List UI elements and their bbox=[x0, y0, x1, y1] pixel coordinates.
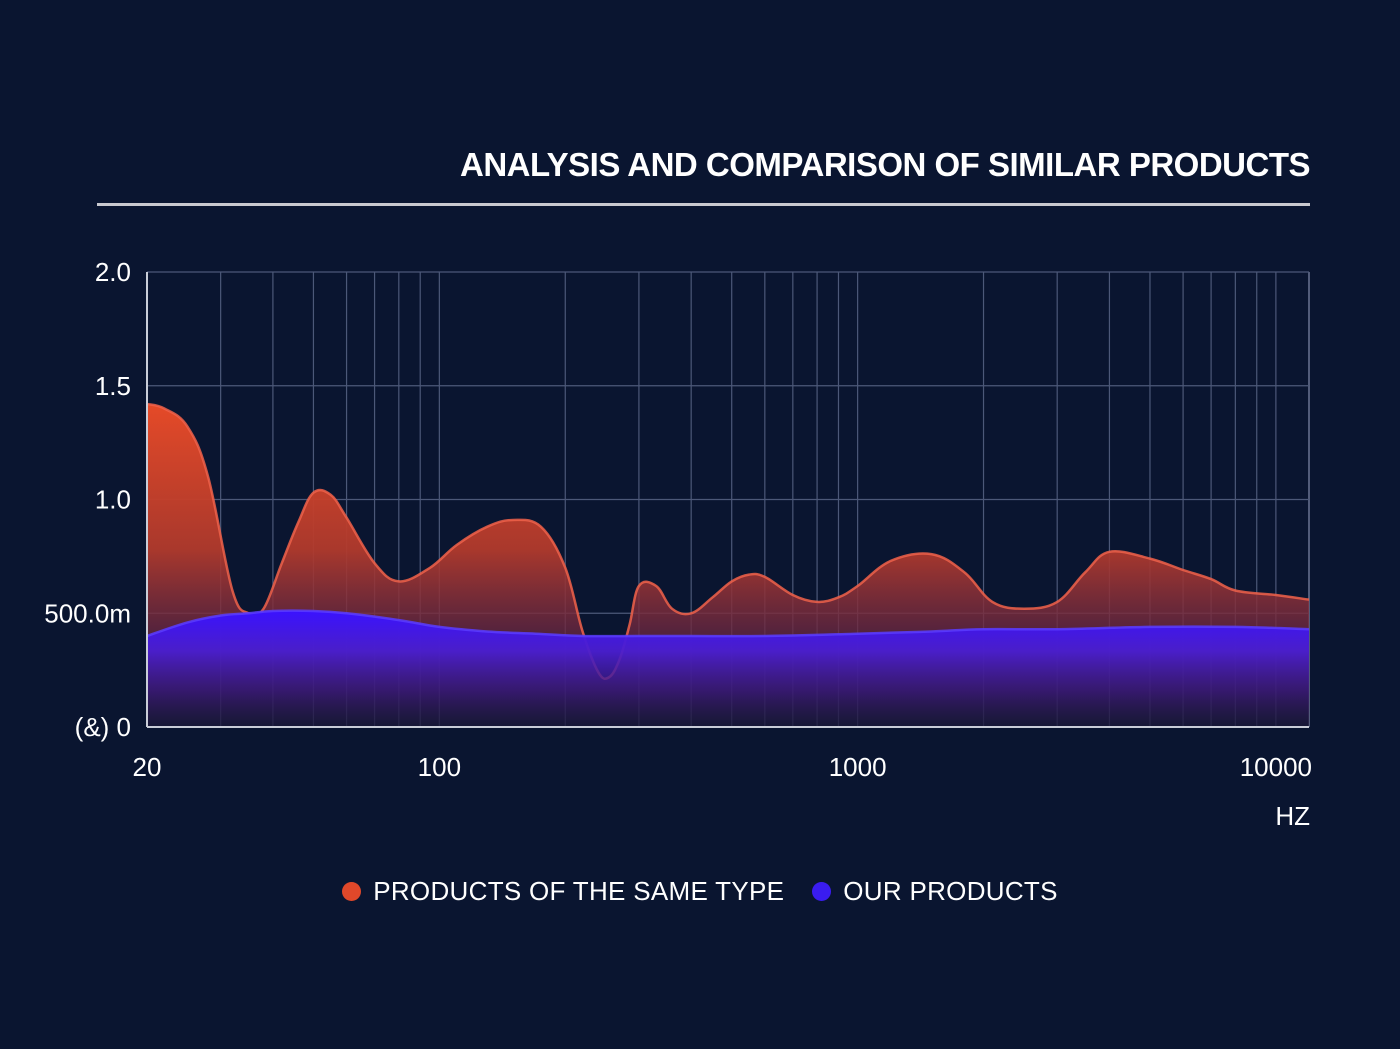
legend-item-our-products: OUR PRODUCTS bbox=[812, 876, 1058, 907]
series-areas bbox=[146, 402, 1310, 727]
x-tick-label: 20 bbox=[133, 752, 162, 782]
series-area-products-same-type-line bbox=[146, 402, 1310, 681]
x-axis-label: HZ bbox=[1275, 801, 1310, 831]
x-tick-label: 10000 bbox=[1240, 752, 1312, 782]
legend-label: OUR PRODUCTS bbox=[843, 876, 1058, 906]
chart-title: ANALYSIS AND COMPARISON OF SIMILAR PRODU… bbox=[460, 146, 1311, 183]
x-tick-label: 100 bbox=[418, 752, 461, 782]
x-tick-label: 1000 bbox=[829, 752, 887, 782]
axes bbox=[146, 272, 1309, 728]
series-area-our-products-line bbox=[146, 609, 1310, 638]
y-tick-label: 1.0 bbox=[95, 485, 131, 515]
y-tick-label: (&) 0 bbox=[75, 712, 131, 742]
tick-labels: (&) 0 500.0m 1.0 1.5 2.0 20 100 1000 10000 HZ bbox=[44, 257, 1312, 831]
legend: PRODUCTS OF THE SAME TYPE OUR PRODUCTS bbox=[0, 876, 1400, 907]
legend-dot-icon bbox=[812, 882, 832, 901]
legend-item-same-type: PRODUCTS OF THE SAME TYPE bbox=[342, 876, 784, 907]
y-tick-label: 2.0 bbox=[95, 257, 131, 287]
legend-dot-icon bbox=[342, 882, 362, 901]
title-divider bbox=[97, 203, 1310, 206]
series-area-our-products bbox=[147, 610, 1309, 727]
y-tick-label: 500.0m bbox=[44, 598, 131, 628]
legend-label: PRODUCTS OF THE SAME TYPE bbox=[373, 876, 785, 906]
y-tick-label: 1.5 bbox=[95, 371, 131, 401]
